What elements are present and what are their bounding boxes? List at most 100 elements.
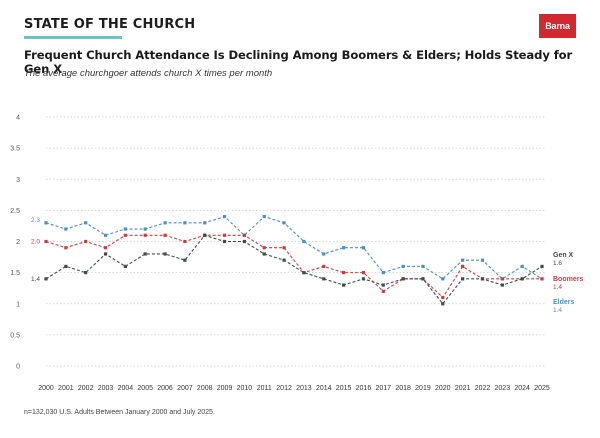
data-point	[401, 277, 405, 281]
data-point	[262, 252, 266, 256]
data-point	[480, 277, 485, 281]
x-tick-label: 2016	[356, 385, 372, 392]
data-point	[143, 252, 147, 256]
data-point	[123, 233, 127, 237]
series-start-label: 1.4	[31, 276, 40, 283]
brand-title: STATE OF THE CHURCH	[24, 17, 196, 32]
data-point	[163, 221, 167, 225]
data-point	[123, 264, 127, 268]
series-name-label: Gen X	[553, 252, 574, 259]
y-tick-label: 1.5	[10, 270, 20, 277]
data-point	[183, 239, 187, 244]
data-point	[302, 271, 306, 275]
data-point	[480, 258, 485, 262]
data-point	[361, 271, 366, 275]
data-point	[381, 283, 385, 287]
data-point	[64, 264, 68, 268]
chart-title: Frequent Church Attendance Is Declining …	[24, 48, 573, 76]
y-tick-label: 4	[16, 115, 20, 122]
data-point	[203, 233, 207, 237]
chart-subtitle: The average churchgoer attends church X …	[24, 68, 273, 79]
y-tick-label: 0.5	[10, 332, 20, 339]
data-point	[282, 246, 286, 250]
data-point	[222, 215, 227, 219]
x-tick-label: 2018	[395, 385, 411, 392]
data-point	[302, 239, 306, 244]
x-tick-label: 2003	[98, 385, 114, 392]
data-point	[44, 239, 48, 244]
x-tick-label: 2025	[534, 385, 550, 392]
data-point	[520, 264, 524, 268]
data-point	[500, 283, 504, 287]
series-line-boomers	[45, 234, 542, 299]
x-tick-label: 2014	[316, 385, 332, 392]
series-start-label: 2.0	[31, 239, 40, 246]
x-tick-label: 2012	[276, 385, 292, 392]
data-point	[282, 221, 286, 225]
x-tick-label: 2015	[336, 385, 352, 392]
x-tick-label: 2021	[455, 385, 471, 392]
series-name-label: Boomers	[553, 276, 583, 283]
x-axis-ticks: 2000 2001 2002 2003 2004 2005 2006 2007 2008 2009…	[38, 385, 550, 392]
x-tick-label: 2002	[78, 385, 94, 392]
data-point	[381, 289, 385, 293]
x-tick-label: 2000	[38, 385, 54, 392]
series-end-value-label: 1.4	[553, 307, 562, 314]
barna-logo: Barna	[539, 14, 576, 38]
data-point	[242, 233, 246, 237]
data-point	[322, 277, 326, 281]
data-point	[64, 227, 68, 231]
data-point	[540, 264, 544, 268]
data-point	[103, 246, 108, 250]
x-tick-label: 2019	[415, 385, 431, 392]
series-start-label: 2.3	[31, 217, 40, 224]
x-tick-label: 2001	[58, 385, 74, 392]
data-point	[441, 302, 445, 306]
data-point	[401, 264, 405, 268]
data-point	[441, 277, 445, 281]
data-point	[540, 277, 544, 281]
data-point	[461, 277, 465, 281]
data-point	[461, 264, 465, 268]
gridlines	[46, 116, 546, 367]
data-point	[222, 239, 227, 244]
y-tick-label: 2	[16, 239, 20, 246]
data-point	[44, 277, 48, 281]
y-tick-label: 3.5	[10, 146, 20, 153]
data-point	[342, 246, 346, 250]
footnote: n=132,030 U.S. Adults Between January 20…	[24, 409, 215, 416]
data-point	[461, 258, 465, 262]
x-tick-label: 2024	[514, 385, 530, 392]
data-point	[520, 277, 524, 281]
data-point	[242, 239, 246, 244]
y-tick-label: 3	[16, 177, 20, 184]
data-point	[421, 264, 425, 268]
data-point	[143, 227, 147, 231]
brand-underline	[24, 36, 122, 39]
series-group	[44, 215, 544, 306]
data-point	[183, 221, 187, 225]
data-point	[183, 258, 187, 262]
data-point	[64, 246, 68, 250]
x-tick-label: 2004	[118, 385, 134, 392]
data-point	[322, 264, 326, 268]
data-point	[103, 233, 108, 237]
series-name-label: Elders	[553, 299, 575, 306]
data-point	[500, 277, 504, 281]
data-point	[163, 252, 167, 256]
data-point	[143, 233, 147, 237]
data-point	[84, 239, 88, 244]
data-point	[322, 252, 326, 256]
y-tick-label: 2.5	[10, 208, 20, 215]
data-point	[103, 252, 108, 256]
data-point	[84, 221, 88, 225]
x-tick-label: 2010	[237, 385, 253, 392]
x-tick-label: 2013	[296, 385, 312, 392]
data-point	[342, 283, 346, 287]
data-point	[421, 277, 425, 281]
x-tick-label: 2007	[177, 385, 193, 392]
data-point	[203, 221, 207, 225]
x-tick-label: 2009	[217, 385, 233, 392]
